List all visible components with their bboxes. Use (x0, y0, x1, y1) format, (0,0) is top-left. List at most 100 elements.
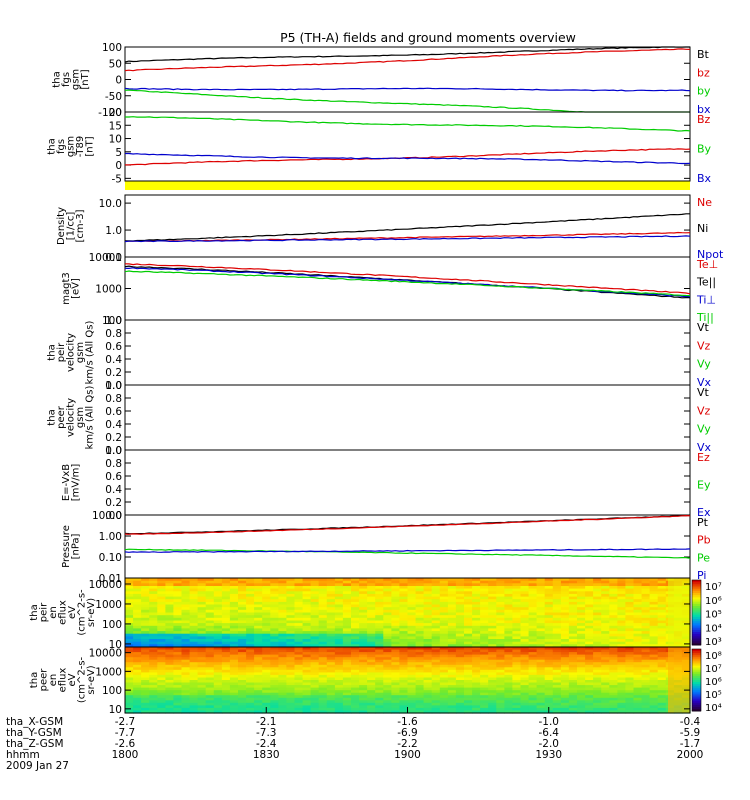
spectro-cell (133, 672, 142, 676)
spectro-cell (294, 588, 304, 592)
spectro-cell (165, 702, 175, 706)
spectro-cell (213, 604, 223, 608)
spectro-cell (568, 697, 578, 701)
spectro-cell (504, 647, 514, 651)
spectro-cell (157, 596, 166, 600)
spectro-cell (149, 705, 158, 709)
spectro-cell (302, 647, 312, 651)
spectro-cell (528, 601, 538, 606)
spectro-cell (318, 685, 328, 689)
spectro-cell (544, 580, 554, 584)
spectro-cell (520, 631, 530, 635)
spectro-cell (536, 636, 546, 640)
spectro-cell (262, 631, 271, 635)
spectro-cell (480, 588, 489, 592)
spectro-cell (439, 625, 449, 630)
spectro-cell (633, 596, 643, 600)
spectro-cell (407, 601, 417, 606)
spectro-cell (254, 672, 263, 676)
spectro-cell (310, 695, 320, 699)
spectro-cell (439, 586, 449, 590)
spectro-cell (294, 580, 304, 584)
spectro-cell (641, 586, 651, 590)
spectro-cell (238, 705, 247, 709)
spectro-cell (383, 588, 392, 592)
spectro-cell (238, 615, 247, 619)
spectro-cell (423, 631, 433, 635)
spectro-cell (326, 674, 336, 678)
spectro-cell (221, 685, 231, 689)
spectro-cell (504, 700, 514, 704)
spectro-cell (318, 631, 328, 635)
colorbar-cell (692, 688, 701, 691)
spectro-cell (254, 674, 263, 678)
spectro-cell (359, 588, 368, 592)
y-tick-label: 1000 (95, 599, 122, 611)
spectro-cell (585, 672, 594, 676)
spectro-cell (585, 700, 594, 704)
spectro-cell (399, 615, 409, 619)
spectro-cell (149, 680, 158, 684)
spectro-cell (415, 690, 425, 694)
spectro-cell (318, 657, 328, 661)
spectro-cell (609, 707, 618, 711)
spectro-cell (262, 690, 271, 694)
spectro-cell (141, 674, 150, 678)
spectro-cell (512, 659, 522, 663)
spectro-cell (310, 705, 320, 709)
legend-Ne: Ne (697, 196, 712, 209)
spectro-cell (326, 620, 336, 624)
spectro-cell (512, 692, 522, 696)
spectro-cell (423, 596, 433, 600)
spectro-cell (310, 580, 320, 584)
series-by (124, 89, 690, 113)
spectro-cell (157, 644, 166, 648)
spectro-cell (149, 623, 158, 627)
spectro-cell (157, 669, 166, 673)
spectro-cell (213, 674, 223, 678)
spectro-cell (617, 687, 627, 691)
spectro-cell (383, 628, 392, 632)
spectro-cell (326, 586, 336, 590)
spectro-cell (577, 680, 586, 684)
spectro-cell (609, 685, 618, 689)
spectro-cell (625, 685, 635, 689)
spectro-cell (641, 583, 651, 587)
spectro-cell (189, 672, 199, 676)
spectro-cell (617, 680, 627, 684)
spectro-cell (431, 625, 441, 630)
spectro-cell (173, 672, 183, 676)
spectro-cell (334, 695, 344, 699)
spectro-cell (609, 692, 618, 696)
spectro-cell (375, 687, 384, 691)
spectro-cell (520, 578, 530, 582)
y-tick-label: 1000 (95, 666, 122, 678)
spectro-cell (213, 615, 223, 619)
spectro-cell (657, 636, 667, 640)
spectro-cell (326, 692, 336, 696)
spectro-cell (254, 682, 263, 686)
spectro-cell (205, 677, 215, 681)
spectro-cell (125, 692, 134, 696)
spectro-cell (585, 707, 594, 711)
spectro-cell (229, 652, 239, 656)
spectro-cell (431, 705, 441, 709)
spectro-cell (270, 687, 279, 691)
spectro-cell (585, 636, 594, 640)
spectro-cell (472, 607, 481, 611)
spectro-cell (149, 682, 158, 686)
colorbar-cell (692, 682, 701, 685)
spectro-cell (205, 667, 215, 671)
spectro-cell (262, 705, 271, 709)
spectro-cell (560, 669, 570, 673)
spectro-cell (238, 685, 247, 689)
spectro-cell (480, 636, 489, 640)
spectro-cell (568, 601, 578, 606)
colorbar-cell (692, 638, 701, 642)
spectro-cell (577, 697, 586, 701)
spectro-cell (520, 652, 530, 656)
spectro-cell (197, 702, 207, 706)
spectro-cell (399, 596, 409, 600)
x-row-value: -6.4 (539, 727, 560, 739)
spectro-cell (165, 601, 175, 606)
